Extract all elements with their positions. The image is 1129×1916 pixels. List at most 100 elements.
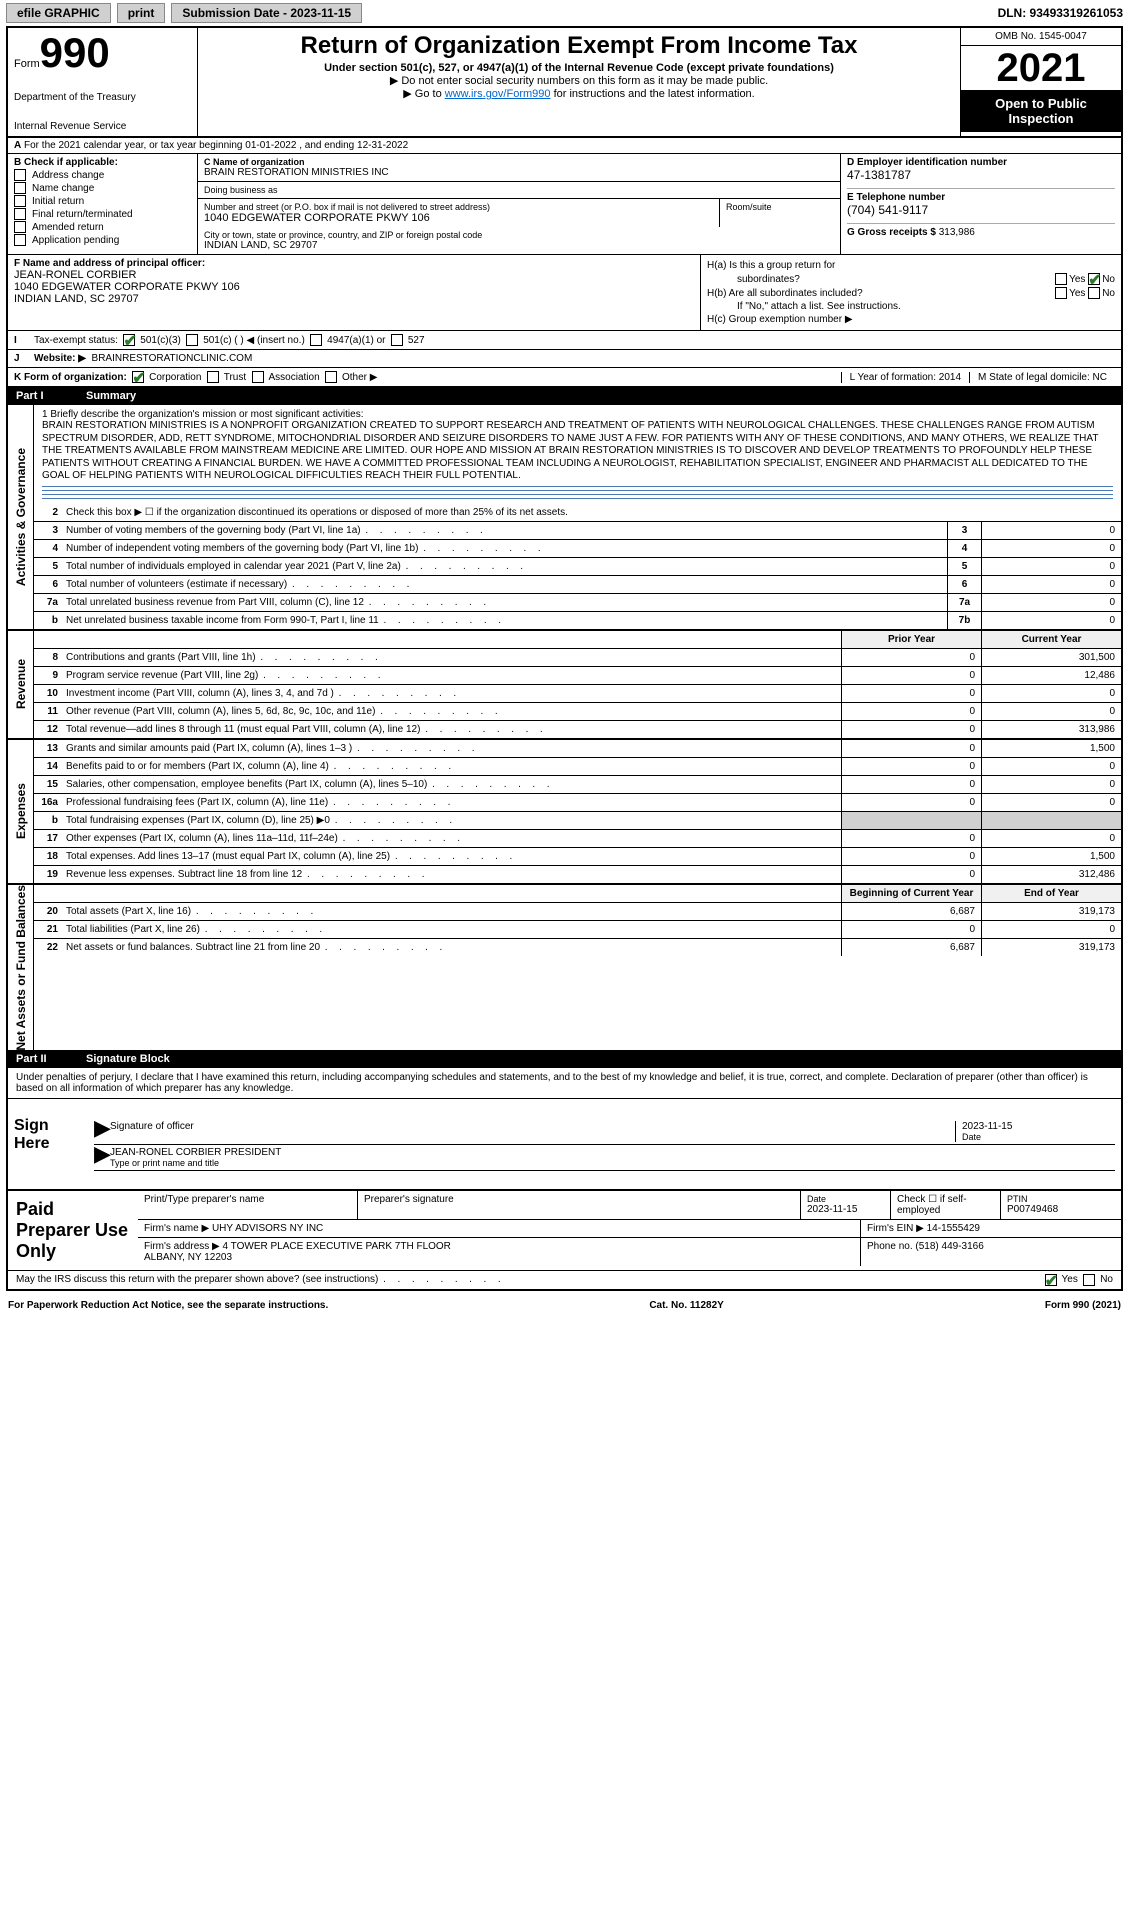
line-py: 0 bbox=[841, 848, 981, 865]
prep-check-label: Check ☐ if self-employed bbox=[891, 1191, 1001, 1219]
h-c-label: H(c) Group exemption number ▶ bbox=[707, 314, 1115, 325]
form-org-row: K Form of organization: Corporation Trus… bbox=[8, 368, 1121, 387]
chk-final-return[interactable] bbox=[14, 208, 26, 220]
line-num: 19 bbox=[34, 866, 62, 883]
sig-name-val: JEAN-RONEL CORBIER PRESIDENT bbox=[110, 1147, 1115, 1158]
lbl-501c3: 501(c)(3) bbox=[140, 335, 181, 346]
line-cy: 0 bbox=[981, 794, 1121, 811]
line-num: 16a bbox=[34, 794, 62, 811]
line-val: 0 bbox=[981, 594, 1121, 611]
line-py: 0 bbox=[841, 794, 981, 811]
net-head: Beginning of Current Year End of Year bbox=[34, 885, 1121, 902]
line-text: Benefits paid to or for members (Part IX… bbox=[62, 758, 841, 775]
line-10: 10 Investment income (Part VIII, column … bbox=[34, 684, 1121, 702]
vert-net-text: Net Assets or Fund Balances bbox=[14, 885, 28, 1051]
chk-group-yes[interactable] bbox=[1055, 273, 1067, 285]
line-cy: 301,500 bbox=[981, 649, 1121, 666]
line-num: 9 bbox=[34, 667, 62, 684]
chk-name-change[interactable] bbox=[14, 182, 26, 194]
section-h: H(a) Is this a group return for subordin… bbox=[701, 255, 1121, 330]
line-num: 11 bbox=[34, 703, 62, 720]
line-num: 14 bbox=[34, 758, 62, 775]
prep-sig-label: Preparer's signature bbox=[358, 1191, 801, 1219]
line-val: 0 bbox=[981, 540, 1121, 557]
discuss-q: May the IRS discuss this return with the… bbox=[16, 1274, 1045, 1286]
chk-application-pending[interactable] bbox=[14, 234, 26, 246]
line-cy bbox=[981, 812, 1121, 829]
chk-trust[interactable] bbox=[207, 371, 219, 383]
lbl-application-pending: Application pending bbox=[32, 235, 119, 246]
chk-group-no[interactable] bbox=[1088, 273, 1100, 285]
line-13: 13 Grants and similar amounts paid (Part… bbox=[34, 740, 1121, 757]
line-num: 22 bbox=[34, 939, 62, 956]
lbl-final-return: Final return/terminated bbox=[32, 209, 133, 220]
line-text: Revenue less expenses. Subtract line 18 … bbox=[62, 866, 841, 883]
chk-527[interactable] bbox=[391, 334, 403, 346]
ein-label: D Employer identification number bbox=[847, 157, 1115, 168]
ein-val: 47-1381787 bbox=[847, 168, 1115, 182]
goto-pre: ▶ Go to bbox=[403, 88, 444, 100]
website-row: J Website: ▶ BRAINRESTORATIONCLINIC.COM bbox=[8, 350, 1121, 368]
vert-rev-text: Revenue bbox=[14, 659, 28, 709]
form990-link[interactable]: www.irs.gov/Form990 bbox=[445, 88, 551, 100]
chk-other-org[interactable] bbox=[325, 371, 337, 383]
firm-name-val: UHY ADVISORS NY INC bbox=[212, 1223, 323, 1234]
officer-addr1: 1040 EDGEWATER CORPORATE PKWY 106 bbox=[14, 281, 694, 293]
vert-gov: Activities & Governance bbox=[8, 405, 34, 629]
lbl-corp: Corporation bbox=[149, 372, 201, 383]
line-val: 0 bbox=[981, 522, 1121, 539]
vert-exp-text: Expenses bbox=[14, 783, 28, 839]
begin-year-head: Beginning of Current Year bbox=[841, 885, 981, 902]
line-py: 0 bbox=[841, 776, 981, 793]
street-val: 1040 EDGEWATER CORPORATE PKWY 106 bbox=[204, 212, 713, 224]
blue-line bbox=[42, 490, 1113, 491]
line-num: 5 bbox=[34, 558, 62, 575]
chk-address-change[interactable] bbox=[14, 169, 26, 181]
line-text: Contributions and grants (Part VIII, lin… bbox=[62, 649, 841, 666]
line-text: Other revenue (Part VIII, column (A), li… bbox=[62, 703, 841, 720]
section-b-label: B Check if applicable: bbox=[14, 157, 191, 168]
line-py: 0 bbox=[841, 740, 981, 757]
lbl-discuss-yes: Yes bbox=[1062, 1274, 1078, 1286]
chk-501c3[interactable] bbox=[123, 334, 135, 346]
sig-date-label: Date bbox=[962, 1132, 1115, 1142]
line-cy: 319,173 bbox=[981, 939, 1121, 956]
chk-discuss-yes[interactable] bbox=[1045, 1274, 1057, 1286]
chk-501c[interactable] bbox=[186, 334, 198, 346]
lbl-sub-yes: Yes bbox=[1069, 288, 1085, 299]
chk-discuss-no[interactable] bbox=[1083, 1274, 1095, 1286]
line-text: Professional fundraising fees (Part IX, … bbox=[62, 794, 841, 811]
line-num: 20 bbox=[34, 903, 62, 920]
line-box: 7b bbox=[947, 612, 981, 629]
line-11: 11 Other revenue (Part VIII, column (A),… bbox=[34, 702, 1121, 720]
line-text: Total number of individuals employed in … bbox=[62, 558, 947, 575]
line-py: 0 bbox=[841, 866, 981, 883]
print-button[interactable]: print bbox=[117, 3, 166, 23]
lbl-amended-return: Amended return bbox=[32, 222, 104, 233]
chk-initial-return[interactable] bbox=[14, 195, 26, 207]
line-num: 6 bbox=[34, 576, 62, 593]
chk-sub-no[interactable] bbox=[1088, 287, 1100, 299]
chk-4947[interactable] bbox=[310, 334, 322, 346]
line-9: 9 Program service revenue (Part VIII, li… bbox=[34, 666, 1121, 684]
line-14: 14 Benefits paid to or for members (Part… bbox=[34, 757, 1121, 775]
lbl-initial-return: Initial return bbox=[32, 196, 84, 207]
line-py: 6,687 bbox=[841, 939, 981, 956]
chk-amended-return[interactable] bbox=[14, 221, 26, 233]
efile-button[interactable]: efile GRAPHIC bbox=[6, 3, 111, 23]
city-val: INDIAN LAND, SC 29707 bbox=[204, 240, 834, 251]
line-num: 21 bbox=[34, 921, 62, 938]
gross-label: G Gross receipts $ bbox=[847, 227, 936, 238]
line-cy: 1,500 bbox=[981, 740, 1121, 757]
chk-corp[interactable] bbox=[132, 371, 144, 383]
line-py: 0 bbox=[841, 685, 981, 702]
city-label: City or town, state or province, country… bbox=[204, 230, 834, 240]
chk-sub-yes[interactable] bbox=[1055, 287, 1067, 299]
paperwork-notice: For Paperwork Reduction Act Notice, see … bbox=[8, 1300, 328, 1311]
chk-assoc[interactable] bbox=[252, 371, 264, 383]
form-footer: Form 990 (2021) bbox=[1045, 1300, 1121, 1311]
line-cy: 0 bbox=[981, 758, 1121, 775]
line-b: b Total fundraising expenses (Part IX, c… bbox=[34, 811, 1121, 829]
line-15: 15 Salaries, other compensation, employe… bbox=[34, 775, 1121, 793]
section-d-e-g: D Employer identification number 47-1381… bbox=[841, 154, 1121, 254]
